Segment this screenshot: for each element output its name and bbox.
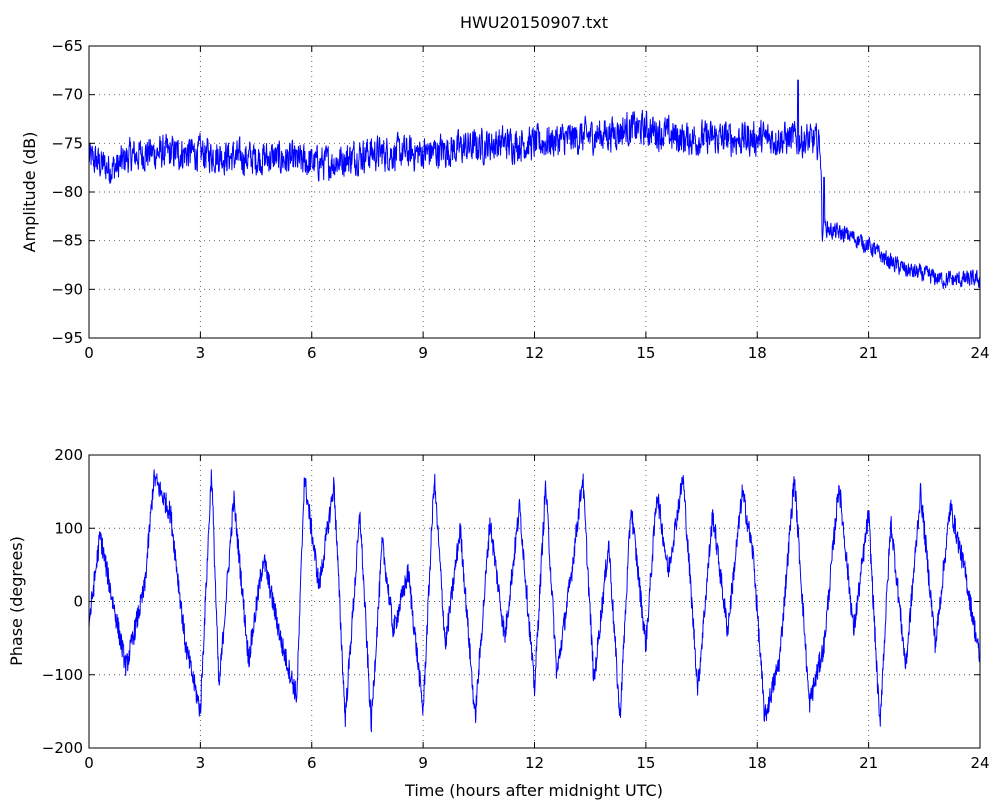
x-tick-label: 24 <box>970 754 989 772</box>
x-tick-label: 9 <box>418 344 428 362</box>
phase-series-line <box>89 469 980 733</box>
y-tick-label: −70 <box>51 86 83 104</box>
x-tick-label: 9 <box>418 754 428 772</box>
y-tick-label: −75 <box>51 134 83 152</box>
y-tick-label: −95 <box>51 329 83 347</box>
x-tick-label: 12 <box>525 754 544 772</box>
x-tick-label: 15 <box>636 754 655 772</box>
amplitude-y-tick-labels: −95 −90 −85 −80 −75 −70 −65 <box>51 37 83 347</box>
x-tick-label: 24 <box>970 344 989 362</box>
x-tick-label: 6 <box>307 754 317 772</box>
x-tick-label: 15 <box>636 344 655 362</box>
amplitude-grid <box>89 46 980 338</box>
phase-x-tick-labels: 0 3 6 9 12 15 18 21 24 <box>84 754 989 772</box>
x-tick-label: 21 <box>859 344 878 362</box>
x-tick-label: 18 <box>748 344 767 362</box>
amplitude-x-tick-labels: 0 3 6 9 12 15 18 21 24 <box>84 344 989 362</box>
phase-grid <box>89 455 980 748</box>
y-tick-label: 200 <box>54 446 83 464</box>
x-tick-label: 3 <box>196 754 206 772</box>
y-tick-label: −85 <box>51 232 83 250</box>
x-tick-label: 21 <box>859 754 878 772</box>
x-tick-label: 12 <box>525 344 544 362</box>
y-tick-label: −90 <box>51 280 83 298</box>
amplitude-y-axis-title: Amplitude (dB) <box>20 132 39 253</box>
y-tick-label: 100 <box>54 519 83 537</box>
y-tick-label: −100 <box>42 666 83 684</box>
amplitude-plot: 0 3 6 9 12 15 18 21 24 −95 −90 −85 −80 −75 −70 −65 Amp… <box>20 37 990 362</box>
phase-axes-frame <box>88 454 981 749</box>
y-tick-label: −200 <box>42 739 83 757</box>
amplitude-series-line <box>89 79 980 289</box>
phase-x-axis-title: Time (hours after midnight UTC) <box>404 781 663 800</box>
y-tick-label: −65 <box>51 37 83 55</box>
phase-y-tick-labels: −200 −100 0 100 200 <box>42 446 83 757</box>
x-tick-label: 18 <box>748 754 767 772</box>
figure-title: HWU20150907.txt <box>460 13 608 32</box>
y-tick-label: 0 <box>73 593 83 611</box>
amplitude-axes-frame <box>88 45 981 339</box>
x-tick-label: 6 <box>307 344 317 362</box>
x-tick-label: 0 <box>84 344 94 362</box>
x-tick-label: 0 <box>84 754 94 772</box>
phase-y-axis-title: Phase (degrees) <box>7 536 26 666</box>
y-tick-label: −80 <box>51 183 83 201</box>
phase-plot: 0 3 6 9 12 15 18 21 24 −200 −100 0 100 200 Phase (de… <box>7 446 990 800</box>
x-tick-label: 3 <box>196 344 206 362</box>
